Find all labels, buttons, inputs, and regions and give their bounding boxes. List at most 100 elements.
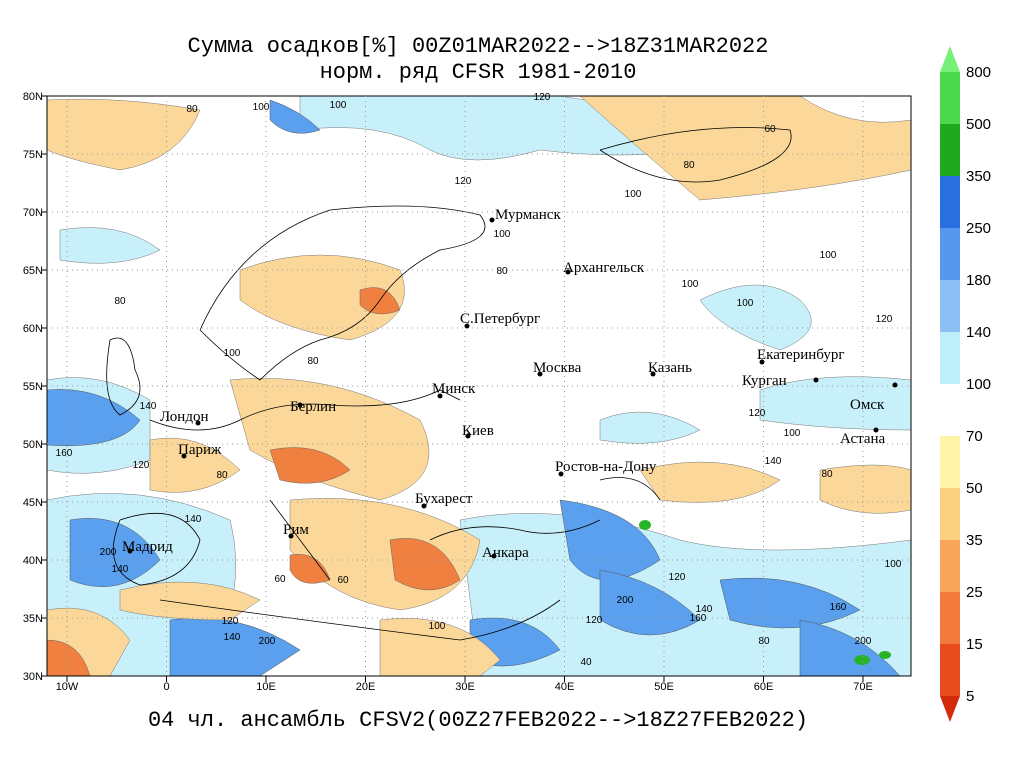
- city-label: Омск: [850, 397, 885, 413]
- city-label: С.Петербург: [460, 311, 540, 327]
- city-dot: [297, 402, 303, 408]
- contour-label: 60: [764, 124, 776, 135]
- colorbar-label: 35: [966, 532, 983, 549]
- lat-label: 60N: [23, 323, 43, 335]
- contour-label: 80: [216, 470, 228, 481]
- contour-label: 140: [696, 604, 713, 615]
- city-label: Астана: [840, 431, 886, 447]
- colorbar-segment: [940, 488, 960, 540]
- contour-label: 160: [830, 602, 847, 613]
- colorbar-label: 250: [966, 220, 991, 237]
- lat-label: 55N: [23, 381, 43, 393]
- colorbar-arrow: [940, 46, 960, 72]
- colorbar-segment: [940, 176, 960, 228]
- city-dot: [650, 371, 656, 377]
- contour-label: 120: [534, 92, 551, 103]
- city-dot: [181, 453, 187, 459]
- contour-label: 80: [758, 636, 770, 647]
- city-dot: [288, 533, 294, 539]
- colorbar-segment: [940, 644, 960, 696]
- city-dot: [537, 371, 543, 377]
- city-label: Архангельск: [563, 260, 645, 276]
- contour-label: 80: [307, 356, 319, 367]
- lat-label: 80N: [23, 91, 43, 103]
- lon-label: 10W: [56, 681, 79, 693]
- contour-label: 100: [784, 428, 801, 439]
- colorbar-segment: [940, 384, 960, 436]
- lon-label: 20E: [356, 681, 376, 693]
- city-label: Ростов-на-Дону: [555, 459, 657, 475]
- lat-label: 40N: [23, 555, 43, 567]
- city-label: Казань: [648, 360, 692, 376]
- lon-label: 30E: [455, 681, 475, 693]
- city-dot: [873, 427, 879, 433]
- contour-label: 120: [586, 615, 603, 626]
- contour-label: 60: [274, 574, 286, 585]
- contour-label: 100: [494, 229, 511, 240]
- lon-label: 40E: [555, 681, 575, 693]
- colorbar-segment: [940, 280, 960, 332]
- contour-label: 100: [625, 189, 642, 200]
- city-dot: [127, 548, 133, 554]
- city-dot: [491, 553, 497, 559]
- contour-label: 160: [690, 613, 707, 624]
- title-line: Сумма осадков[%] 00Z01MAR2022-->18Z31MAR…: [188, 34, 769, 59]
- city-dot: [195, 420, 201, 426]
- contour-label: 120: [669, 572, 686, 583]
- colorbar-label: 500: [966, 116, 991, 133]
- city-dot: [892, 382, 898, 388]
- contour-label: 80: [496, 266, 508, 277]
- contour-label: 200: [855, 636, 872, 647]
- city-label: Рим: [283, 522, 309, 538]
- city-label: Мадрид: [122, 539, 173, 555]
- contour-label: 140: [140, 401, 157, 412]
- colorbar-label: 350: [966, 168, 991, 185]
- colorbar-label: 800: [966, 64, 991, 81]
- colorbar-label: 140: [966, 324, 991, 341]
- colorbar-segment: [940, 332, 960, 384]
- contour-label: 140: [185, 514, 202, 525]
- colorbar-segment: [940, 228, 960, 280]
- contour-label: 120: [133, 460, 150, 471]
- lat-label: 65N: [23, 265, 43, 277]
- lon-label: 50E: [654, 681, 674, 693]
- lat-label: 70N: [23, 207, 43, 219]
- contour-label: 120: [749, 408, 766, 419]
- lon-label: 0: [163, 681, 169, 693]
- contour-label: 120: [455, 176, 472, 187]
- contour-label: 200: [617, 595, 634, 606]
- colorbar-segment: [940, 436, 960, 488]
- contour-label: 60: [337, 575, 349, 586]
- lat-label: 30N: [23, 671, 43, 683]
- city-label: Париж: [178, 442, 222, 458]
- contour-label: 100: [253, 102, 270, 113]
- footer: 04 чл. ансамбль CFSV2(00Z27FEB2022-->18Z…: [148, 708, 808, 733]
- contour-label: 80: [683, 160, 695, 171]
- city-dot: [464, 323, 470, 329]
- contour-label: 140: [224, 632, 241, 643]
- title-line: норм. ряд CFSR 1981-2010: [320, 60, 637, 85]
- city-dot: [565, 269, 571, 275]
- city-dot: [558, 471, 564, 477]
- city-dot: [489, 217, 495, 223]
- contour-label: 100: [429, 621, 446, 632]
- contour-label: 100: [885, 559, 902, 570]
- colorbar-segment: [940, 72, 960, 124]
- colorbar-label: 25: [966, 584, 983, 601]
- lon-label: 60E: [754, 681, 774, 693]
- city-label: Берлин: [290, 399, 336, 415]
- colorbar-label: 180: [966, 272, 991, 289]
- city-dot: [465, 433, 471, 439]
- contour-label: 80: [821, 469, 833, 480]
- city-dot: [437, 393, 443, 399]
- contour-label: 140: [112, 564, 129, 575]
- contour-label: 200: [259, 636, 276, 647]
- city-label: Екатеринбург: [757, 347, 844, 363]
- colorbar-label: 50: [966, 480, 983, 497]
- colorbar-segment: [940, 124, 960, 176]
- city-label: Курган: [742, 373, 787, 389]
- lon-label: 70E: [853, 681, 873, 693]
- contour-label: 120: [876, 314, 893, 325]
- city-dot: [813, 377, 819, 383]
- colorbar-arrow: [940, 696, 960, 722]
